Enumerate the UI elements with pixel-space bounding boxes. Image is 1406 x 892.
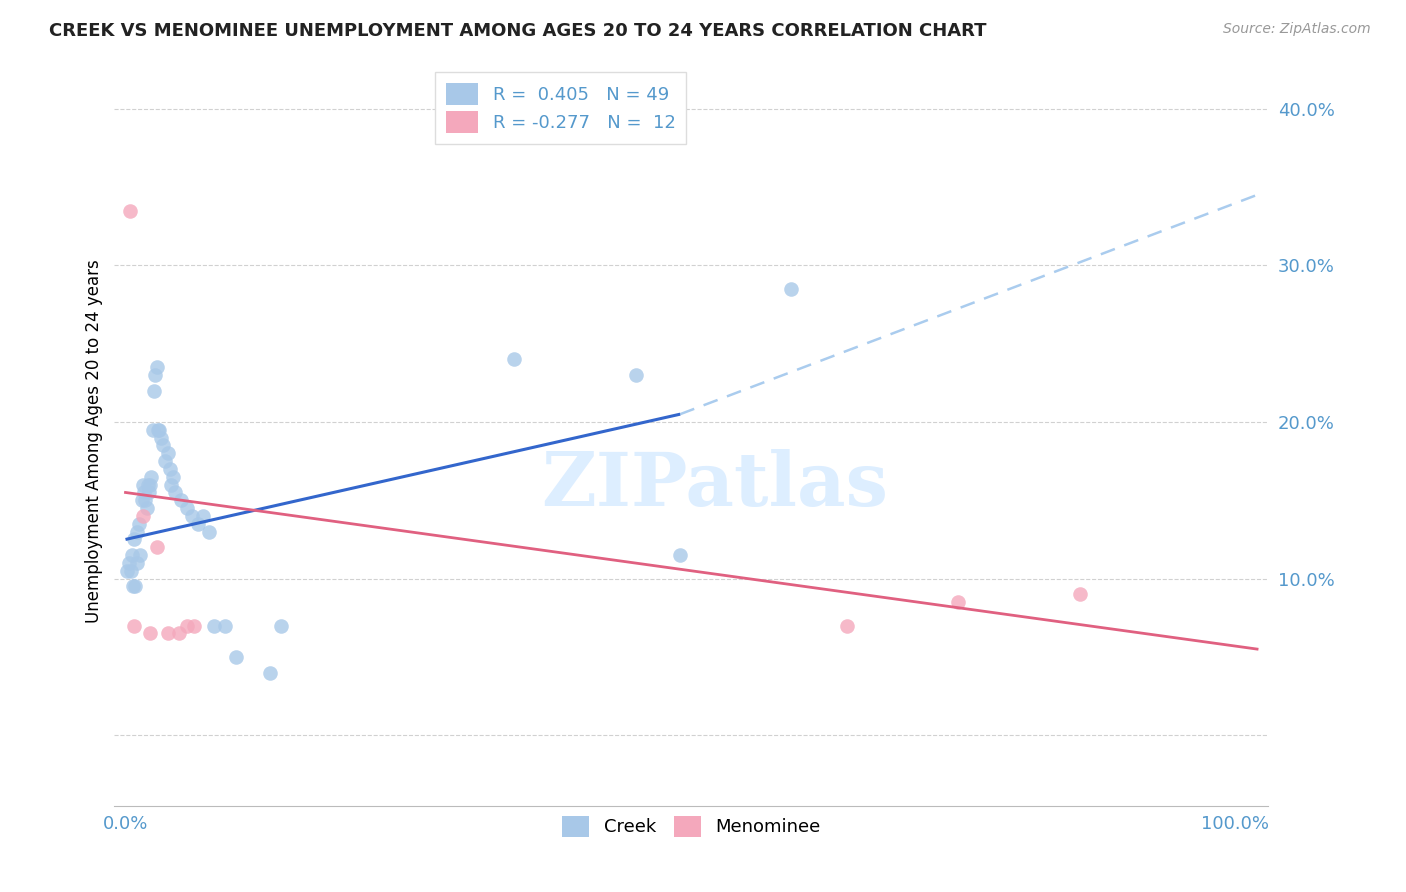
Point	[181, 508, 204, 523]
Point	[160, 477, 183, 491]
Point	[134, 485, 156, 500]
Point	[150, 431, 173, 445]
Legend: Creek, Menominee: Creek, Menominee	[555, 809, 828, 844]
Point	[202, 618, 225, 632]
Point	[115, 564, 138, 578]
Point	[167, 626, 190, 640]
Point	[225, 649, 247, 664]
Text: Source: ZipAtlas.com: Source: ZipAtlas.com	[1223, 22, 1371, 37]
Point	[187, 516, 209, 531]
Point	[165, 485, 187, 500]
Point	[156, 446, 179, 460]
Point	[129, 548, 152, 562]
Point	[128, 516, 150, 531]
Point	[134, 493, 156, 508]
Point	[155, 454, 177, 468]
Point	[120, 564, 142, 578]
Point	[270, 618, 292, 632]
Point	[118, 556, 141, 570]
Point	[148, 423, 170, 437]
Point	[145, 541, 167, 555]
Point	[176, 501, 198, 516]
Point	[502, 352, 524, 367]
Point	[170, 493, 193, 508]
Point	[780, 282, 803, 296]
Point	[124, 579, 146, 593]
Point	[125, 556, 148, 570]
Point	[143, 384, 166, 398]
Point	[145, 368, 167, 382]
Text: CREEK VS MENOMINEE UNEMPLOYMENT AMONG AGES 20 TO 24 YEARS CORRELATION CHART: CREEK VS MENOMINEE UNEMPLOYMENT AMONG AG…	[49, 22, 987, 40]
Point	[176, 618, 198, 632]
Point	[121, 548, 143, 562]
Point	[138, 485, 160, 500]
Point	[159, 462, 181, 476]
Text: ZIPatlas: ZIPatlas	[541, 449, 887, 522]
Point	[132, 477, 155, 491]
Point	[135, 501, 157, 516]
Point	[835, 618, 858, 632]
Point	[124, 618, 146, 632]
Point	[142, 423, 165, 437]
Y-axis label: Unemployment Among Ages 20 to 24 years: Unemployment Among Ages 20 to 24 years	[86, 260, 103, 624]
Point	[162, 470, 184, 484]
Point	[124, 533, 146, 547]
Point	[131, 493, 153, 508]
Point	[191, 508, 214, 523]
Point	[669, 548, 692, 562]
Point	[139, 477, 162, 491]
Point	[122, 579, 145, 593]
Point	[624, 368, 647, 382]
Point	[132, 508, 155, 523]
Point	[156, 626, 179, 640]
Point	[197, 524, 219, 539]
Point	[946, 595, 969, 609]
Point	[118, 203, 141, 218]
Point	[139, 626, 162, 640]
Point	[152, 438, 174, 452]
Point	[136, 477, 159, 491]
Point	[1069, 587, 1091, 601]
Point	[125, 524, 148, 539]
Point	[214, 618, 236, 632]
Point	[139, 470, 162, 484]
Point	[146, 423, 169, 437]
Point	[145, 360, 167, 375]
Point	[183, 618, 205, 632]
Point	[259, 665, 281, 680]
